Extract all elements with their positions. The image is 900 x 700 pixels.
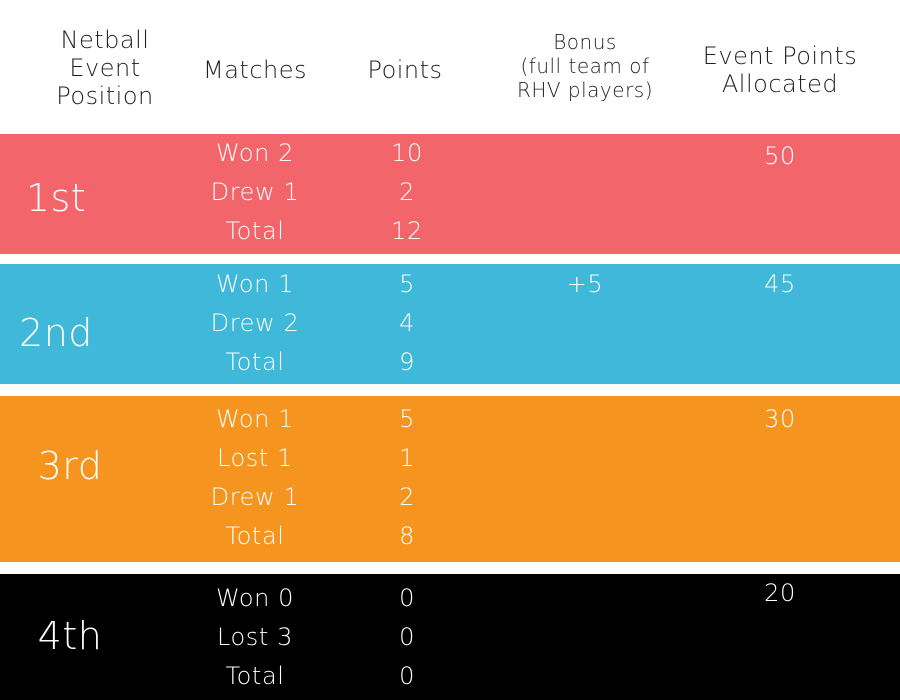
header-points: Points xyxy=(367,56,443,84)
header-event-points: Event Points Allocated xyxy=(690,42,870,98)
matches-value: Lost 1 xyxy=(216,444,294,472)
matches-value: Won 1 xyxy=(215,405,295,433)
bonus-cell: +5 xyxy=(520,265,650,304)
row-4th: 4th Won 0 Lost 3 Total 0 0 0 20 xyxy=(0,574,900,700)
header-bonus-line: (full team of xyxy=(520,54,650,78)
points-value: 0 xyxy=(399,662,415,690)
points-cell: 10 2 12 xyxy=(372,134,442,251)
matches-value: Total xyxy=(225,662,285,690)
points-value: 1 xyxy=(399,444,415,472)
matches-value: Total xyxy=(225,348,285,376)
matches-value: Total xyxy=(225,522,285,550)
header-matches: Matches xyxy=(203,56,307,84)
row-3rd: 3rd Won 1 Lost 1 Drew 1 Total 5 1 2 8 30 xyxy=(0,396,900,562)
bonus-cell xyxy=(520,574,650,613)
event-points-cell: 45 xyxy=(710,265,850,304)
event-points-value: 45 xyxy=(764,270,796,298)
event-points-cell: 30 xyxy=(710,400,850,439)
bonus-cell xyxy=(520,137,650,176)
header-position-line: Position xyxy=(56,82,154,110)
header-event-points-line: Allocated xyxy=(721,70,839,98)
row-1st: 1st Won 2 Drew 1 Total 10 2 12 50 xyxy=(0,134,900,254)
matches-value: Drew 2 xyxy=(210,309,300,337)
points-value: 8 xyxy=(399,522,415,550)
position-label: 1st xyxy=(25,176,87,220)
points-value: 0 xyxy=(399,623,415,651)
points-cell: 5 1 2 8 xyxy=(372,400,442,556)
header-bonus-line: Bonus xyxy=(553,30,617,54)
matches-value: Drew 1 xyxy=(210,178,300,206)
header-position-line: Event xyxy=(69,54,141,82)
bonus-value: +5 xyxy=(566,270,604,298)
points-value: 5 xyxy=(399,270,415,298)
points-value: 4 xyxy=(399,309,415,337)
matches-cell: Won 2 Drew 1 Total xyxy=(180,134,330,251)
row-2nd: 2nd Won 1 Drew 2 Total 5 4 9 +5 45 xyxy=(0,264,900,384)
points-value: 5 xyxy=(399,405,415,433)
points-value: 2 xyxy=(399,178,415,206)
matches-cell: Won 0 Lost 3 Total xyxy=(180,579,330,696)
matches-value: Total xyxy=(225,217,285,245)
event-points-value: 30 xyxy=(764,405,796,433)
bonus-value xyxy=(520,574,650,613)
header-event-points-line: Event Points xyxy=(702,42,858,70)
matches-cell: Won 1 Lost 1 Drew 1 Total xyxy=(180,400,330,556)
points-value: 12 xyxy=(391,217,423,245)
position-label: 3rd xyxy=(37,444,103,488)
event-points-value: 20 xyxy=(764,579,796,607)
header-position: Netball Event Position xyxy=(40,26,170,110)
points-cell: 5 4 9 xyxy=(372,265,442,382)
header-bonus: Bonus (full team of RHV players) xyxy=(500,30,670,102)
points-value: 9 xyxy=(399,348,415,376)
matches-value: Won 2 xyxy=(215,139,295,167)
points-value: 10 xyxy=(391,139,423,167)
matches-cell: Won 1 Drew 2 Total xyxy=(180,265,330,382)
matches-value: Won 1 xyxy=(215,270,295,298)
points-cell: 0 0 0 xyxy=(372,579,442,696)
event-points-cell: 20 xyxy=(710,574,850,613)
event-points-cell: 50 xyxy=(710,137,850,176)
bonus-cell xyxy=(520,400,650,439)
points-value: 2 xyxy=(399,483,415,511)
position-label: 4th xyxy=(37,614,103,658)
points-value: 0 xyxy=(399,584,415,612)
bonus-value xyxy=(520,400,650,439)
matches-value: Won 0 xyxy=(215,584,295,612)
header-bonus-line: RHV players) xyxy=(516,78,654,102)
header-position-line: Netball xyxy=(60,26,150,54)
position-label: 2nd xyxy=(19,311,93,355)
bonus-value xyxy=(520,137,650,176)
event-points-value: 50 xyxy=(764,142,796,170)
matches-value: Drew 1 xyxy=(210,483,300,511)
matches-value: Lost 3 xyxy=(216,623,294,651)
